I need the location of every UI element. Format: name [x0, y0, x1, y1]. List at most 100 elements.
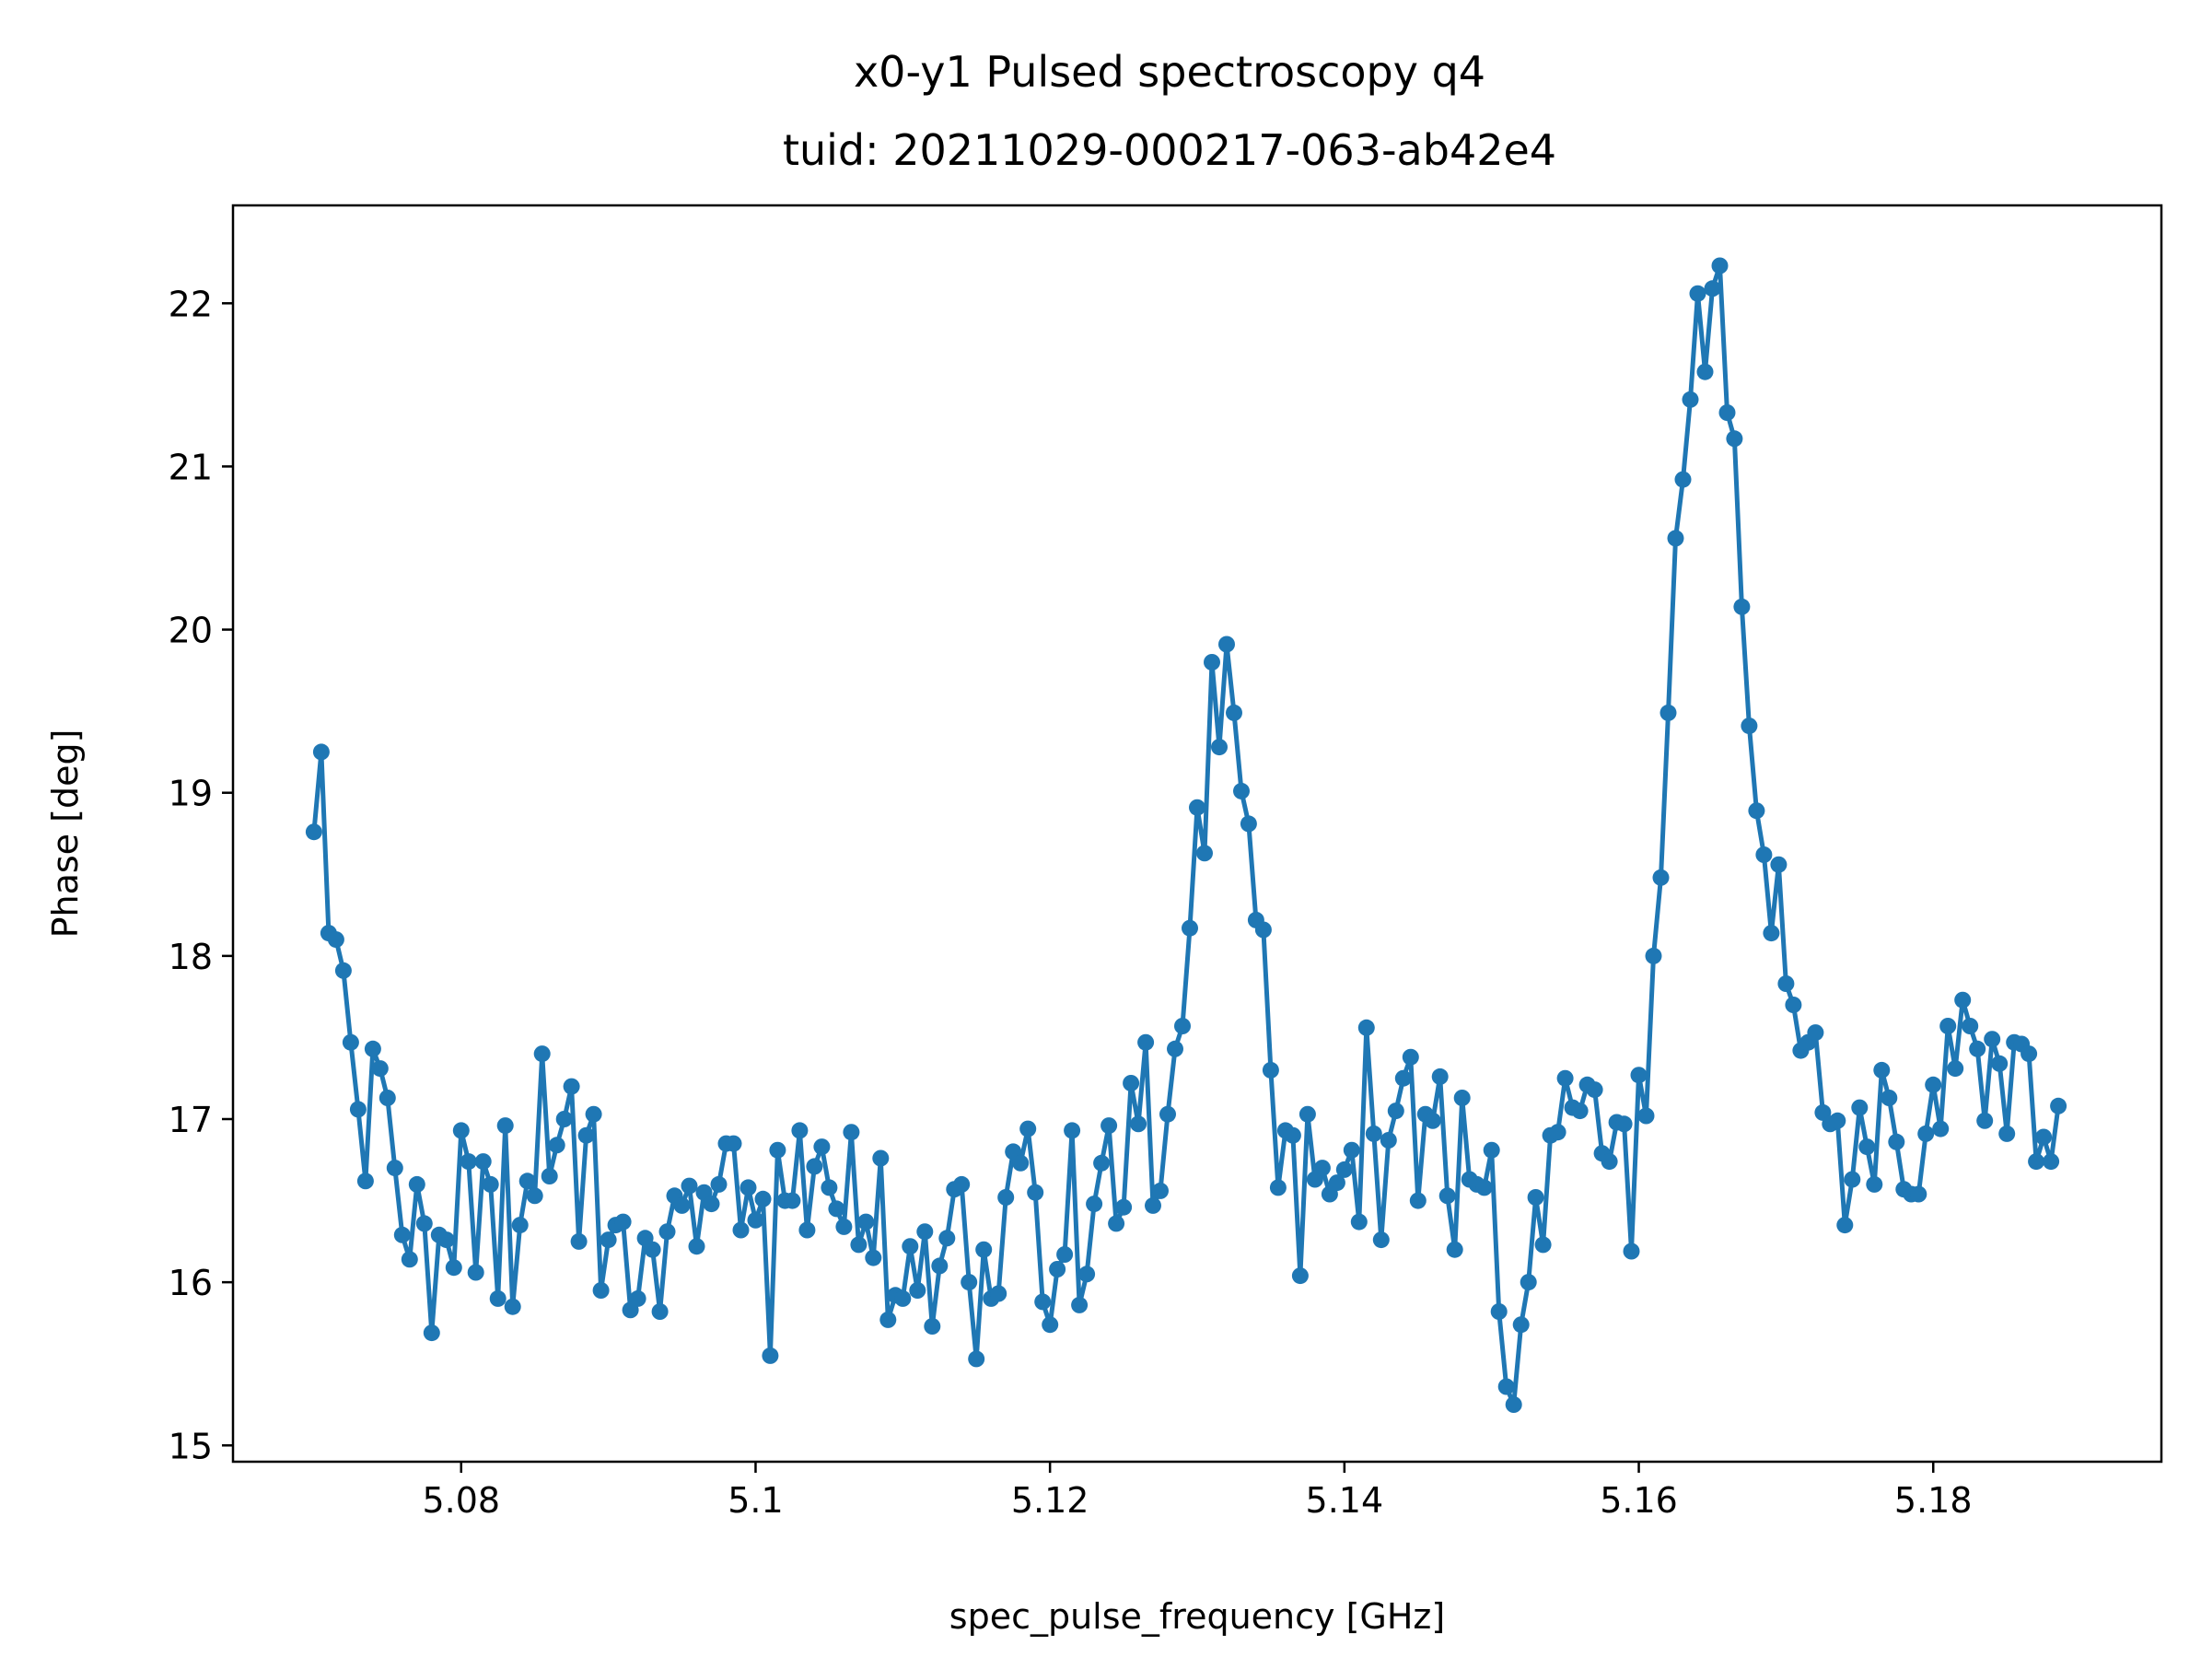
data-point	[1718, 404, 1736, 421]
data-point	[1211, 739, 1228, 756]
data-point	[1019, 1120, 1037, 1138]
data-point	[1549, 1124, 1566, 1141]
data-point	[806, 1158, 823, 1175]
data-point	[1269, 1179, 1287, 1196]
data-point	[879, 1311, 897, 1328]
data-point	[1556, 1069, 1574, 1087]
data-point	[1394, 1069, 1412, 1087]
data-point	[769, 1141, 786, 1159]
data-point	[990, 1285, 1007, 1302]
data-point	[894, 1289, 912, 1307]
data-point	[585, 1105, 602, 1123]
data-point	[1218, 636, 1235, 653]
data-point	[1527, 1189, 1544, 1206]
data-point	[1711, 257, 1729, 274]
data-point	[629, 1289, 646, 1307]
data-point	[813, 1138, 831, 1156]
data-point	[688, 1238, 705, 1255]
data-point	[1785, 997, 1802, 1013]
data-point	[1071, 1296, 1089, 1313]
y-tick-label: 17	[169, 1100, 213, 1140]
data-point	[415, 1215, 433, 1232]
data-point	[754, 1190, 772, 1208]
data-point	[489, 1289, 507, 1307]
data-point	[1954, 991, 1972, 1009]
data-point	[1182, 919, 1198, 937]
data-point	[961, 1274, 978, 1291]
data-point	[401, 1251, 418, 1268]
data-point	[1350, 1213, 1368, 1231]
y-tick-label: 20	[169, 611, 213, 651]
data-point	[835, 1218, 853, 1235]
data-point	[1343, 1141, 1360, 1159]
data-point	[2028, 1153, 2045, 1171]
data-point	[1586, 1081, 1603, 1099]
data-point	[533, 1045, 551, 1063]
data-point	[1233, 782, 1250, 799]
data-point	[1490, 1303, 1508, 1320]
data-point	[1100, 1117, 1118, 1135]
data-point	[570, 1232, 588, 1250]
data-point	[511, 1217, 529, 1234]
data-point	[1174, 1018, 1191, 1034]
data-point	[1056, 1246, 1074, 1263]
data-point	[1446, 1241, 1463, 1258]
data-point	[1424, 1112, 1441, 1129]
data-point	[504, 1298, 521, 1315]
data-point	[1365, 1125, 1382, 1142]
data-point	[1873, 1061, 1891, 1079]
data-point	[1630, 1067, 1648, 1084]
data-point	[1167, 1040, 1183, 1057]
data-point	[1438, 1187, 1456, 1205]
data-point	[482, 1175, 499, 1193]
data-point	[1284, 1126, 1301, 1144]
data-point	[518, 1172, 536, 1190]
data-point	[1497, 1378, 1515, 1395]
data-point	[673, 1196, 691, 1214]
data-point	[1571, 1102, 1589, 1120]
data-point	[931, 1257, 949, 1275]
data-point	[902, 1238, 919, 1255]
data-point	[1991, 1055, 2009, 1072]
data-point	[1682, 391, 1699, 408]
data-point	[1925, 1076, 1942, 1093]
data-point	[1917, 1125, 1935, 1142]
x-tick-label: 5.16	[1600, 1480, 1678, 1521]
data-point	[1254, 921, 1272, 939]
data-point	[1667, 530, 1684, 547]
data-point	[1064, 1122, 1081, 1139]
data-point	[725, 1135, 742, 1152]
data-point	[975, 1241, 993, 1258]
data-point	[1335, 1161, 1353, 1178]
data-point	[2043, 1153, 2060, 1171]
data-point	[378, 1090, 396, 1106]
data-point	[791, 1122, 809, 1139]
data-point	[732, 1221, 750, 1239]
data-point	[1645, 947, 1662, 964]
series-line	[311, 263, 2061, 1407]
data-point	[327, 931, 344, 949]
data-point	[526, 1187, 543, 1205]
data-point	[1615, 1115, 1633, 1133]
data-point	[828, 1200, 845, 1218]
data-point	[312, 743, 330, 761]
data-point	[1512, 1316, 1530, 1334]
data-point	[784, 1192, 801, 1209]
data-point	[850, 1236, 868, 1254]
data-point	[1196, 845, 1213, 862]
data-point	[1858, 1138, 1876, 1156]
data-point	[1240, 815, 1257, 833]
data-point	[496, 1117, 514, 1135]
data-point	[1534, 1236, 1552, 1254]
data-point	[600, 1231, 617, 1249]
data-point	[953, 1175, 971, 1193]
data-point	[342, 1033, 359, 1051]
data-point	[1049, 1261, 1066, 1278]
data-point	[1748, 802, 1765, 820]
data-point	[1226, 704, 1242, 721]
data-point	[710, 1175, 728, 1193]
data-point	[1601, 1153, 1618, 1171]
data-point	[1313, 1160, 1331, 1177]
